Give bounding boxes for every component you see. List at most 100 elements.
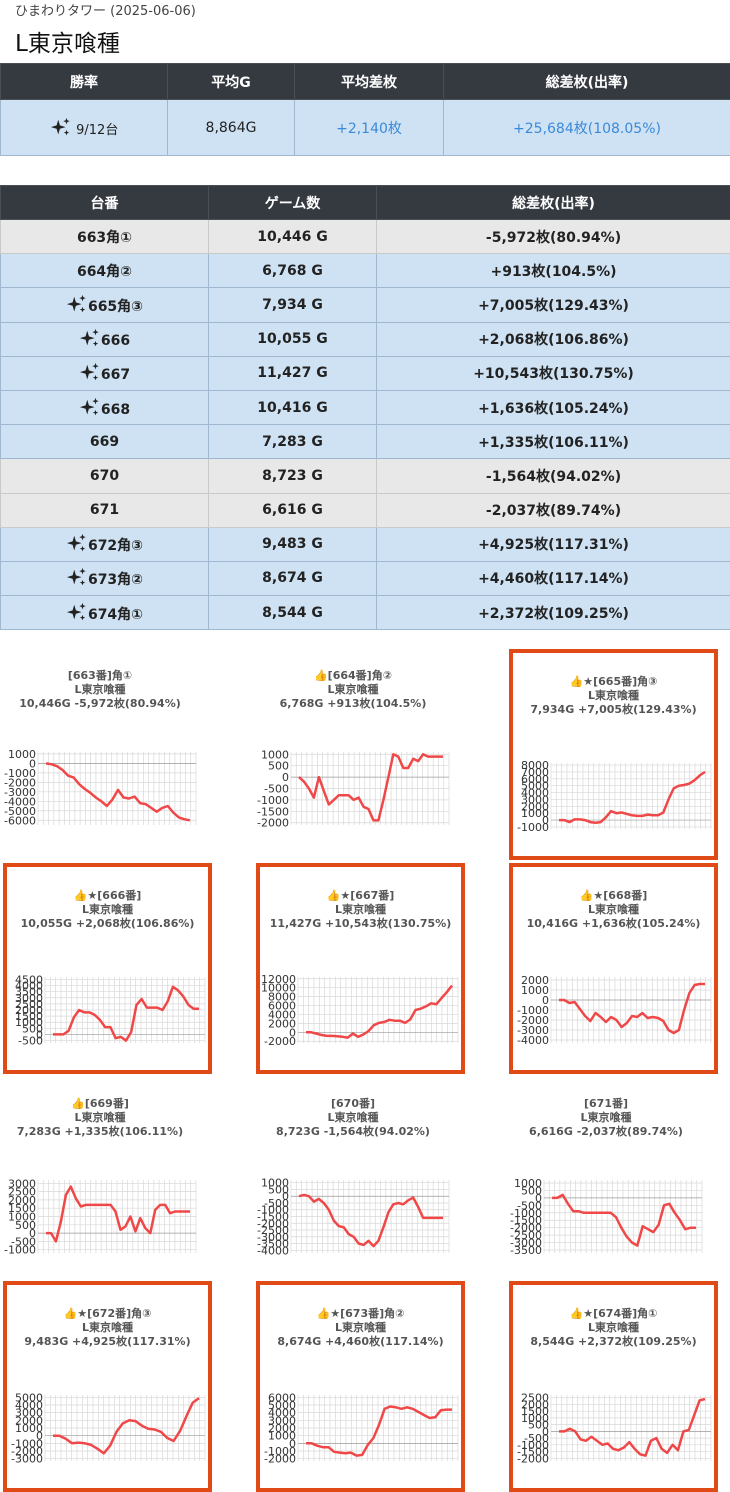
table-row: 672角③ 9,483 G+4,925枚(117.31%) xyxy=(1,527,730,561)
avg-games-value: 8,864G xyxy=(168,100,295,156)
machine-no-cell: 667 xyxy=(1,356,209,390)
y-tick-label: -6000 xyxy=(4,814,36,827)
diff-cell: +7,005枚(129.43%) xyxy=(377,288,730,322)
machine-no-cell: 669 xyxy=(1,425,209,459)
machine-no: 663角① xyxy=(77,230,132,246)
y-tick-label: -2000 xyxy=(517,1452,549,1465)
sparkle-icon xyxy=(66,567,88,589)
y-tick-label: -2000 xyxy=(264,1453,296,1466)
series-line xyxy=(559,1399,705,1456)
machine-no: 673角② xyxy=(88,572,143,588)
series-line xyxy=(306,986,452,1038)
y-tick-label: -2000 xyxy=(264,1035,296,1048)
avg-games-header: 平均G xyxy=(168,64,295,100)
machine-no: 672角③ xyxy=(88,538,143,554)
machine-no-cell: 674角① xyxy=(1,596,209,630)
diff-cell: +4,460枚(117.14%) xyxy=(377,561,730,595)
machine-no-cell: 665角③ xyxy=(1,288,209,322)
shop-date-subtitle: ひまわりタワー (2025-06-06) xyxy=(15,0,196,19)
sparkle-icon xyxy=(66,533,88,555)
sparkle-icon xyxy=(79,397,101,419)
games-cell: 7,934 G xyxy=(209,288,377,322)
y-tick-label: -1000 xyxy=(4,1244,36,1257)
chart-plot: 10005000-500-1000-1500-2000-2500-3000-35… xyxy=(253,1075,453,1275)
machine-no: 664角② xyxy=(77,264,132,280)
games-cell: 10,416 G xyxy=(209,390,377,424)
series-line xyxy=(299,754,443,820)
machine-no: 669 xyxy=(90,434,119,450)
series-line xyxy=(306,1407,452,1456)
machine-no-cell: 673角② xyxy=(1,561,209,595)
diff-cell: +4,925枚(117.31%) xyxy=(377,527,730,561)
y-tick-label: -3000 xyxy=(11,1453,43,1466)
diff-header: 総差枚(出率) xyxy=(377,186,730,220)
sparkle-icon xyxy=(66,294,88,316)
y-tick-label: -4000 xyxy=(517,1034,549,1047)
total-diff-value: +25,684枚(108.05%) xyxy=(444,100,730,156)
machine-no: 668 xyxy=(101,402,130,418)
games-cell: 7,283 G xyxy=(209,425,377,459)
sparkle-icon xyxy=(79,328,101,350)
machine-no: 674角① xyxy=(88,607,143,623)
sparkle-icon xyxy=(50,117,72,139)
series-line xyxy=(559,984,705,1033)
games-cell: 9,483 G xyxy=(209,527,377,561)
diff-cell: -5,972枚(80.94%) xyxy=(377,220,730,254)
page-title: L東京喰種 xyxy=(15,24,120,58)
machine-no-cell: 672角③ xyxy=(1,527,209,561)
machine-no-cell: 663角① xyxy=(1,220,209,254)
table-row: 669 7,283 G+1,335枚(106.11%) xyxy=(1,425,730,459)
series-line xyxy=(299,1195,443,1246)
avg-diff-value: +2,140枚 xyxy=(295,100,444,156)
win-rate-header: 勝率 xyxy=(1,64,168,100)
summary-header-row: 勝率 平均G 平均差枚 総差枚(出率) xyxy=(1,64,730,100)
sparkle-icon xyxy=(66,602,88,624)
games-cell: 10,055 G xyxy=(209,322,377,356)
chart-plot: 10005000-500-1000-1500-2000-2500-3000-35… xyxy=(506,1075,706,1275)
diff-cell: +1,335枚(106.11%) xyxy=(377,425,730,459)
games-cell: 8,723 G xyxy=(209,459,377,493)
y-tick-label: -1000 xyxy=(517,821,549,834)
series-line xyxy=(53,987,199,1041)
machine-no: 667 xyxy=(101,367,130,383)
table-row: 665角③ 7,934 G+7,005枚(129.43%) xyxy=(1,288,730,322)
machine-no-header: 台番 xyxy=(1,186,209,220)
diff-cell: +913枚(104.5%) xyxy=(377,254,730,288)
y-tick-label: -500 xyxy=(18,1035,43,1048)
diff-cell: +10,543枚(130.75%) xyxy=(377,356,730,390)
diff-cell: +2,068枚(106.86%) xyxy=(377,322,730,356)
machine-no: 670 xyxy=(90,468,119,484)
y-tick-label: -2000 xyxy=(257,817,289,830)
diff-cell: +2,372枚(109.25%) xyxy=(377,596,730,630)
sparkle-icon xyxy=(79,362,101,384)
y-tick-label: -4000 xyxy=(257,1244,289,1257)
y-tick-label: -3500 xyxy=(510,1244,542,1257)
series-line xyxy=(53,1398,199,1453)
machine-no: 665角③ xyxy=(88,299,143,315)
games-cell: 6,616 G xyxy=(209,493,377,527)
win-rate-value: 9/12台 xyxy=(76,123,118,138)
machine-header-row: 台番 ゲーム数 総差枚(出率) xyxy=(1,186,730,220)
win-rate-cell: 9/12台 xyxy=(1,100,168,156)
